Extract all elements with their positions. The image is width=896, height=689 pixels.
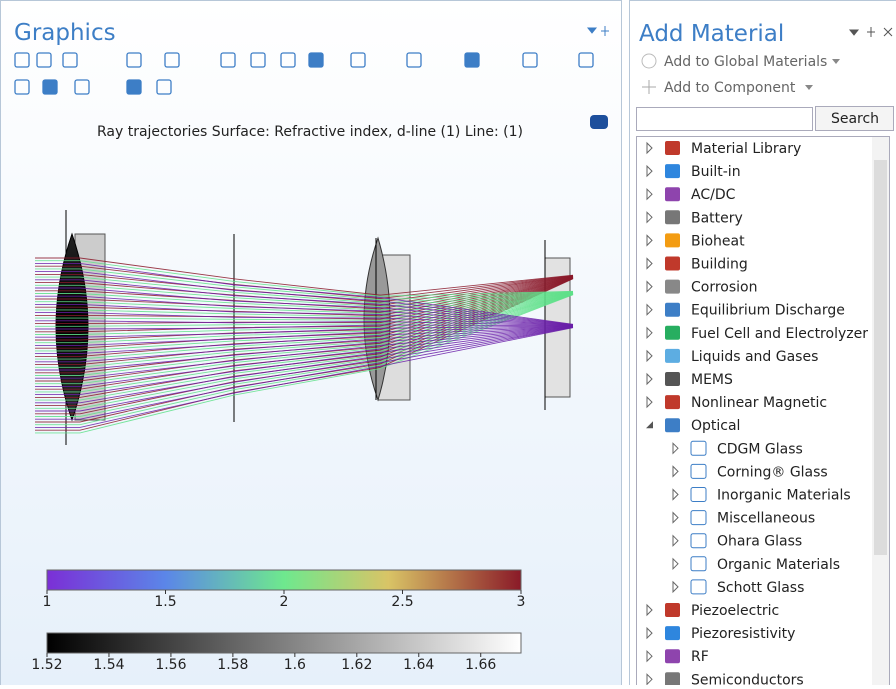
tick-label: 1.56 <box>155 657 186 673</box>
action[interactable]: Add to Component <box>664 80 796 96</box>
item-icon <box>665 257 680 271</box>
tick-label: 1.5 <box>154 594 176 610</box>
tick-label: 1.66 <box>465 657 496 673</box>
item-icon <box>665 210 680 224</box>
tree-label[interactable]: MEMS <box>691 372 733 388</box>
tree-label[interactable]: Piezoelectric <box>691 603 779 619</box>
logo-icon <box>590 115 608 129</box>
tree-label[interactable]: Battery <box>691 210 743 226</box>
item-icon <box>665 626 680 640</box>
item-icon <box>665 395 680 409</box>
tree-label[interactable]: Semiconductors <box>691 672 804 685</box>
tick-label: 1 <box>43 594 52 610</box>
item-icon <box>665 349 680 363</box>
item-icon <box>665 233 680 247</box>
tree-label[interactable]: Liquids and Gases <box>691 349 818 365</box>
tick-label: 1.64 <box>403 657 434 673</box>
colorbar <box>47 570 521 590</box>
tool-icon[interactable] <box>127 80 141 94</box>
tree-label[interactable]: Corrosion <box>691 280 758 296</box>
tree-label[interactable]: RF <box>691 649 709 665</box>
tool-icon[interactable] <box>43 80 57 94</box>
search-input[interactable] <box>637 108 813 131</box>
item-icon <box>665 649 680 663</box>
tick-label: 2 <box>280 594 289 610</box>
item-icon <box>665 603 680 617</box>
tree-label[interactable]: Optical <box>691 418 740 434</box>
panel-title: Add Material <box>639 21 784 47</box>
item-icon <box>665 303 680 317</box>
tree-label[interactable]: Material Library <box>691 141 801 157</box>
item-icon <box>665 280 680 294</box>
tick-label: 3 <box>517 594 526 610</box>
tree-label[interactable]: Nonlinear Magnetic <box>691 395 827 411</box>
tree-label[interactable]: Inorganic Materials <box>717 488 851 504</box>
tree-label[interactable]: Schott Glass <box>717 580 804 596</box>
tree-label[interactable]: Piezoresistivity <box>691 626 795 642</box>
tree-label[interactable]: Fuel Cell and Electrolyzer <box>691 326 868 342</box>
tree-label[interactable]: AC/DC <box>691 187 736 203</box>
colorbar <box>47 633 521 653</box>
tree-label[interactable]: Miscellaneous <box>717 511 815 527</box>
tree-label[interactable]: Organic Materials <box>717 557 840 573</box>
tick-label: 2.5 <box>391 594 413 610</box>
item-icon <box>665 326 680 340</box>
tree-label[interactable]: Bioheat <box>691 233 745 249</box>
item-icon <box>665 187 680 201</box>
item-icon <box>665 141 680 155</box>
tick-label: 1.54 <box>93 657 124 673</box>
tree-label[interactable]: Equilibrium Discharge <box>691 303 845 319</box>
search-button-label[interactable]: Search <box>831 111 879 127</box>
panel-title: Graphics <box>14 20 116 46</box>
tree-label[interactable]: Corning® Glass <box>717 464 828 480</box>
tree-label[interactable]: Ohara Glass <box>717 534 802 550</box>
scrollbar-thumb[interactable] <box>874 160 887 555</box>
plot-title: Ray trajectories Surface: Refractive ind… <box>97 124 523 140</box>
tick-label: 1.62 <box>341 657 372 673</box>
tool-icon[interactable] <box>465 53 479 67</box>
tick-label: 1.52 <box>31 657 62 673</box>
item-icon <box>665 164 680 178</box>
tick-label: 1.58 <box>217 657 248 673</box>
tree-label[interactable]: Built-in <box>691 164 741 180</box>
tree-label[interactable]: CDGM Glass <box>717 441 803 457</box>
action[interactable]: Add to Global Materials <box>664 54 827 70</box>
item-icon <box>665 672 680 685</box>
item-icon <box>665 372 680 386</box>
item-icon <box>665 418 680 432</box>
tick-label: 1.6 <box>284 657 306 673</box>
tree-label[interactable]: Building <box>691 257 748 273</box>
tool-icon[interactable] <box>309 53 323 67</box>
